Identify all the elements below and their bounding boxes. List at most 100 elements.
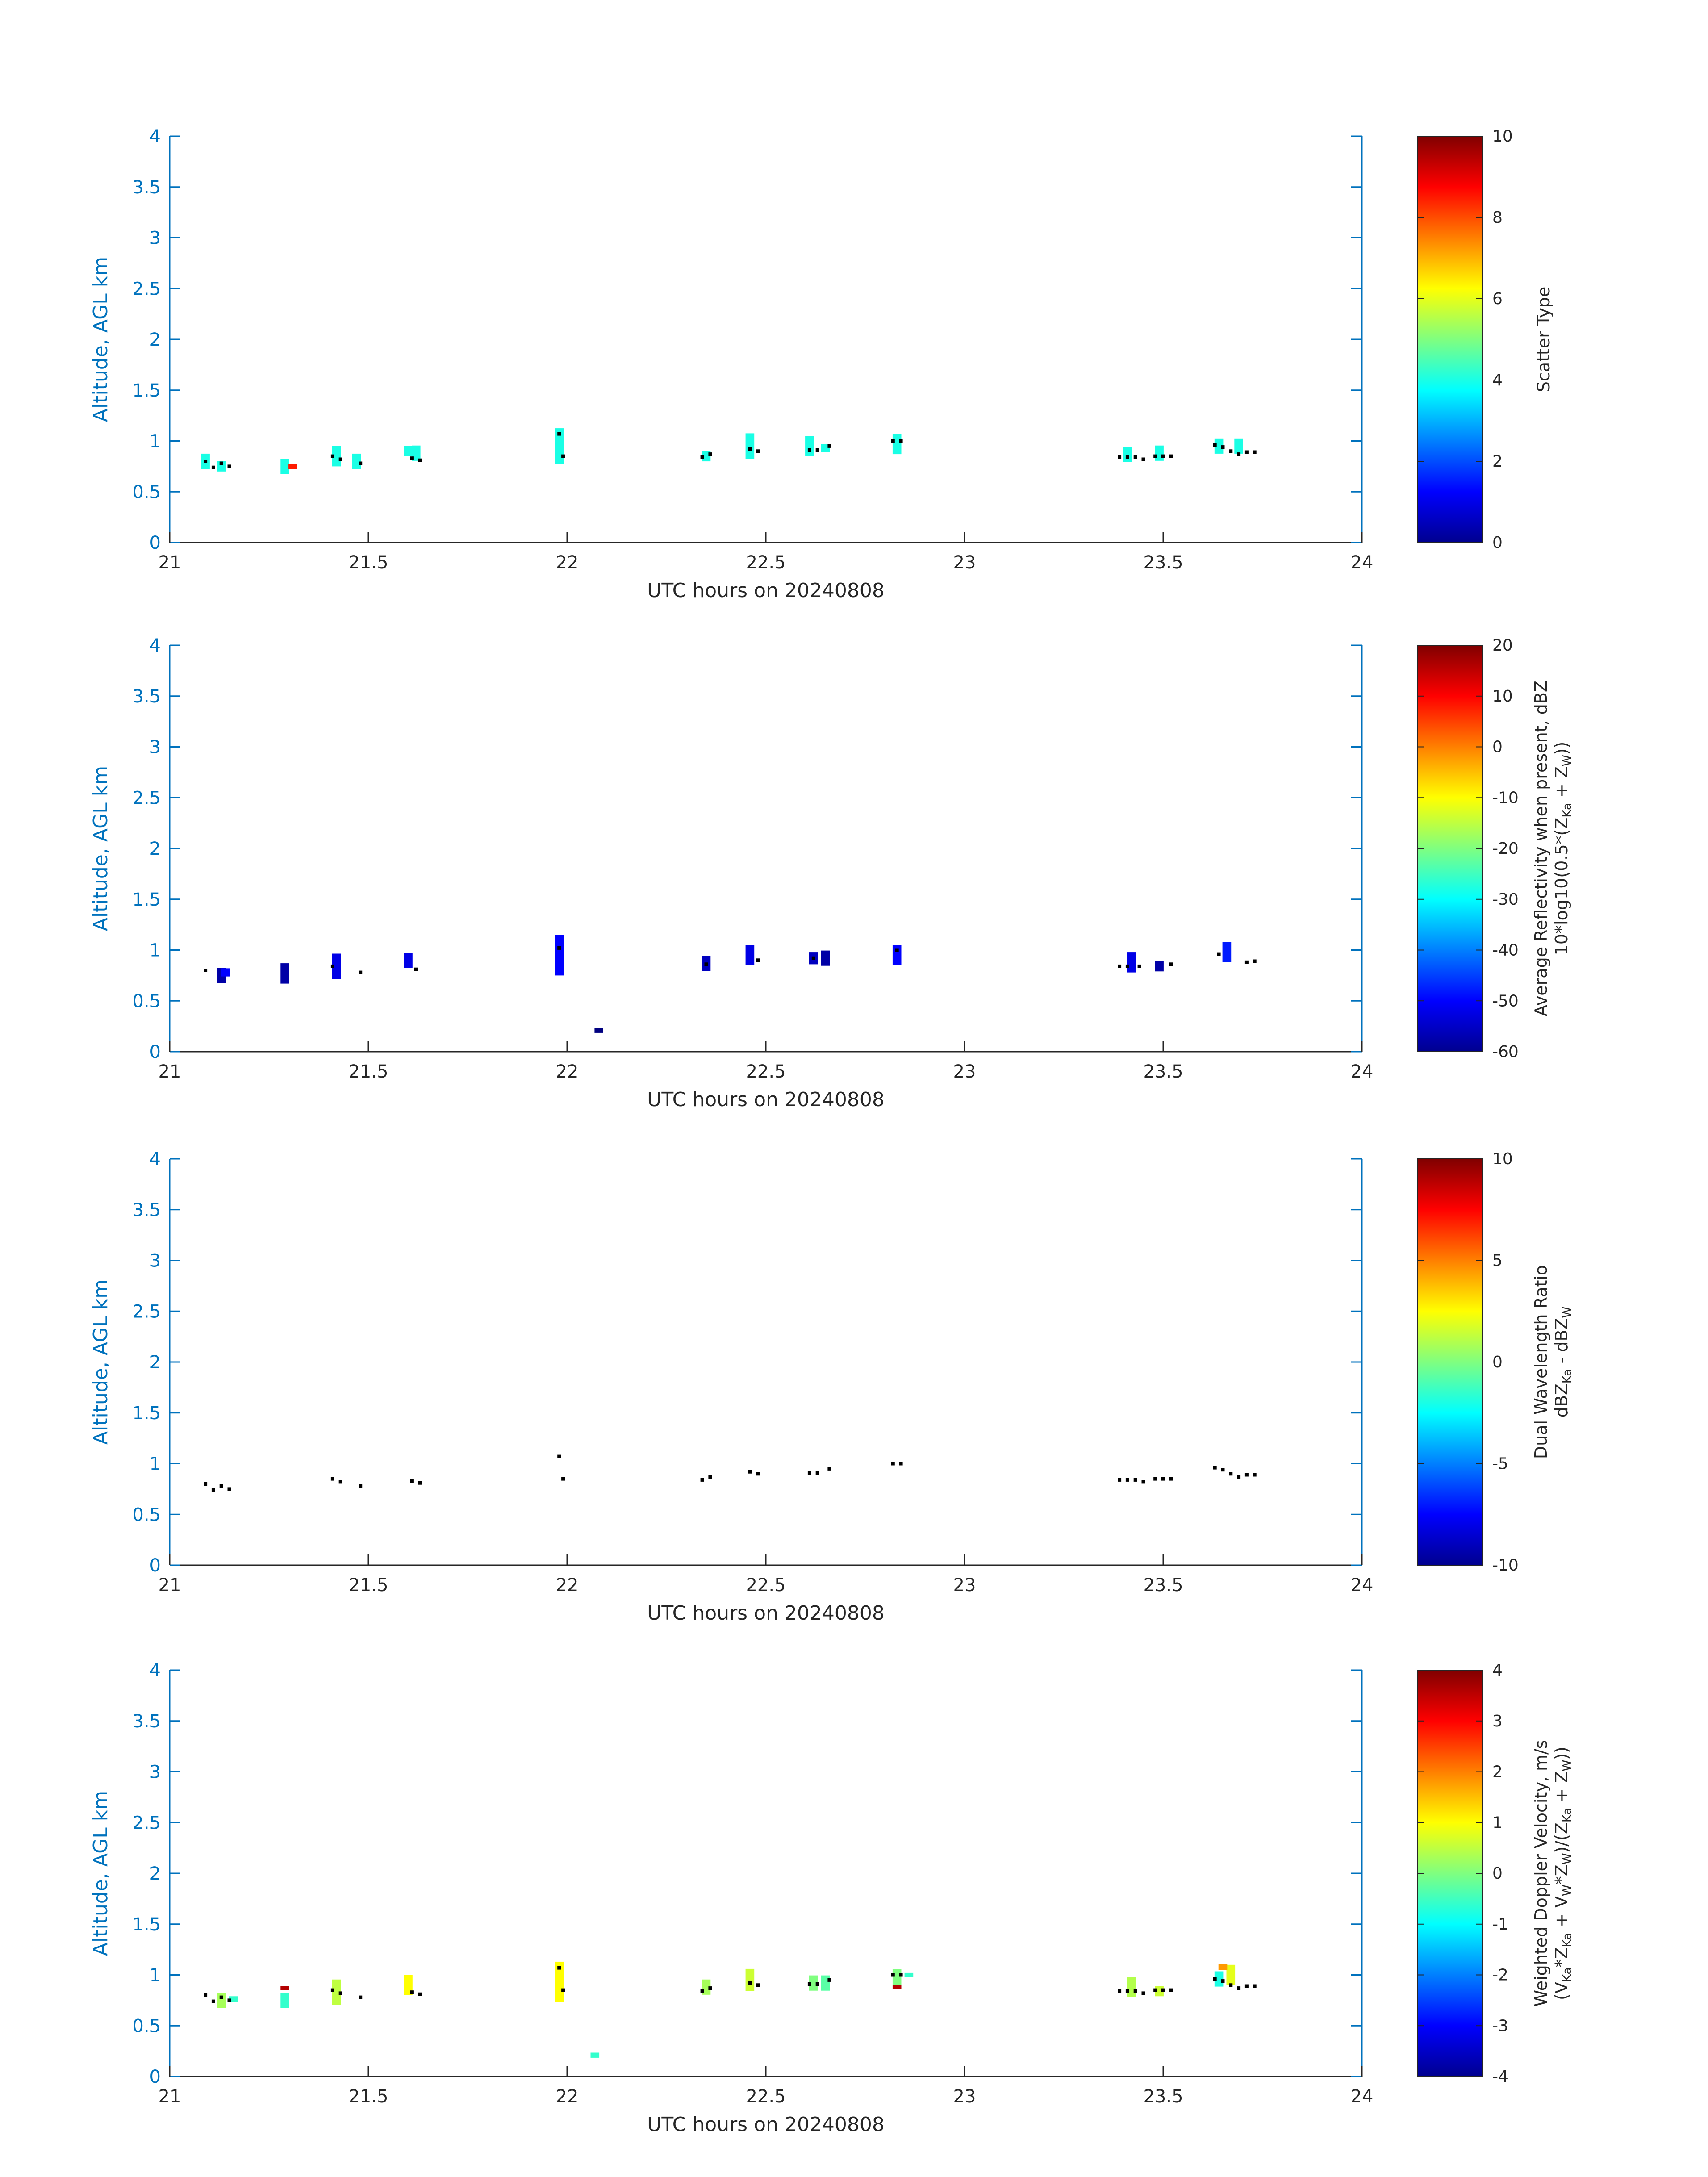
marker-point (410, 456, 414, 460)
marker-point (359, 461, 363, 465)
marker-point (561, 1988, 565, 1992)
colorbar (1417, 136, 1483, 543)
colorbar (1417, 1158, 1483, 1566)
marker-point (1244, 960, 1249, 964)
x-axis-label: UTC hours on 20240808 (647, 1088, 885, 1111)
x-tick-label: 22 (556, 552, 579, 573)
y-tick-label: 1.5 (132, 1403, 161, 1424)
formula-subscript: W (1561, 755, 1574, 766)
marker-point (1169, 1988, 1173, 1992)
marker-point (418, 1481, 422, 1485)
marker-point (891, 439, 895, 443)
data-cell (1214, 438, 1224, 454)
formula-text: )/(Z (1552, 1822, 1571, 1853)
marker-point (1137, 964, 1141, 968)
x-tick-label: 23.5 (1143, 1061, 1183, 1082)
formula-text: )) (1552, 1747, 1571, 1760)
marker-point (1161, 454, 1165, 458)
marker-point (827, 1978, 831, 1982)
marker-point (1125, 1989, 1129, 1993)
y-tick-label: 0.5 (132, 482, 161, 502)
formula-text: + Z (1552, 766, 1571, 803)
marker-point (899, 439, 903, 443)
marker-point (359, 1484, 363, 1488)
x-tick-label: 23 (953, 1575, 976, 1596)
x-tick-label: 24 (1351, 1061, 1374, 1082)
marker-point (827, 1467, 831, 1471)
data-cell (555, 935, 564, 976)
colorbar-label-line: Scatter Type (1534, 287, 1553, 392)
y-tick-label: 3.5 (132, 1200, 161, 1220)
x-tick-label: 21 (159, 2086, 181, 2107)
marker-point (756, 449, 760, 453)
colorbar-tick-label: 4 (1492, 1661, 1503, 1680)
colorbar-tick-label: 10 (1492, 1150, 1513, 1168)
marker-point (1253, 1984, 1257, 1988)
y-tick-label: 3 (150, 1762, 161, 1783)
formula-subscript: Ka (1561, 1808, 1574, 1822)
marker-point (1169, 962, 1173, 966)
marker-point (1217, 952, 1221, 956)
data-cell (352, 453, 361, 469)
colorbar-tick-label: 0 (1492, 738, 1503, 756)
marker-point (1229, 449, 1233, 453)
formula-subscript: Ka (1561, 1933, 1574, 1947)
y-tick-label: 2.5 (132, 279, 161, 299)
data-cell (809, 1975, 818, 1991)
marker-point (204, 1993, 208, 1997)
marker-point (1244, 1984, 1249, 1988)
marker-point (1221, 1468, 1225, 1472)
colorbar-tick-label: -2 (1492, 1966, 1508, 1985)
marker-point (1237, 452, 1241, 456)
colorbar-tick-label: 0 (1492, 1353, 1503, 1371)
x-tick-label: 21.5 (348, 1575, 388, 1596)
x-tick-label: 23.5 (1143, 552, 1183, 573)
y-tick-label: 0.5 (132, 2016, 161, 2036)
data-cell (904, 1972, 914, 1977)
x-tick-label: 23 (953, 552, 976, 573)
colorbar-tick-label: 4 (1492, 371, 1503, 389)
colorbar-tick-label: -1 (1492, 1915, 1508, 1934)
marker-point (1125, 455, 1129, 459)
colorbar-tick-label: -10 (1492, 789, 1519, 807)
marker-point (1133, 455, 1137, 459)
y-tick-label: 4 (150, 1149, 161, 1170)
colorbar-tick-label: -40 (1492, 941, 1519, 960)
y-tick-label: 2.5 (132, 1301, 161, 1322)
marker-point (338, 1480, 342, 1484)
y-axis-label: Altitude, AGL km (89, 766, 112, 931)
x-axis-label: UTC hours on 20240808 (647, 1602, 885, 1625)
colorbar-tick-label: 6 (1492, 290, 1503, 308)
marker-point (330, 454, 334, 458)
formula-text: )) (1552, 742, 1571, 755)
x-axis-label: UTC hours on 20240808 (647, 579, 885, 602)
y-tick-label: 1.5 (132, 1914, 161, 1935)
formula-subscript: W (1561, 1853, 1574, 1865)
x-tick-label: 21.5 (348, 552, 388, 573)
x-tick-label: 22.5 (746, 1575, 785, 1596)
formula-subscript: W (1561, 1307, 1574, 1318)
colorbar-label-line: Average Reflectivity when present, dBZ (1531, 681, 1551, 1016)
y-tick-label: 1 (150, 431, 161, 452)
marker-point (1118, 1989, 1122, 1993)
x-tick-label: 22.5 (746, 2086, 785, 2107)
data-cell (221, 968, 230, 977)
marker-point (1141, 1991, 1145, 1995)
marker-point (557, 1454, 561, 1458)
marker-point (700, 1478, 704, 1482)
colorbar-tick-label: 10 (1492, 127, 1513, 146)
marker-point (1133, 1989, 1137, 1993)
x-tick-label: 24 (1351, 552, 1374, 573)
y-axis-label: Altitude, AGL km (89, 1791, 112, 1956)
y-tick-label: 2 (150, 839, 161, 859)
colorbar (1417, 1670, 1483, 2077)
marker-point (1237, 1475, 1241, 1479)
formula-text: + Z (1552, 1771, 1571, 1808)
y-tick-label: 3.5 (132, 1711, 161, 1732)
colorbar-tick-label: -3 (1492, 2017, 1508, 2035)
marker-point (815, 1471, 819, 1475)
marker-point (414, 967, 418, 971)
x-tick-label: 21 (159, 1061, 181, 1082)
